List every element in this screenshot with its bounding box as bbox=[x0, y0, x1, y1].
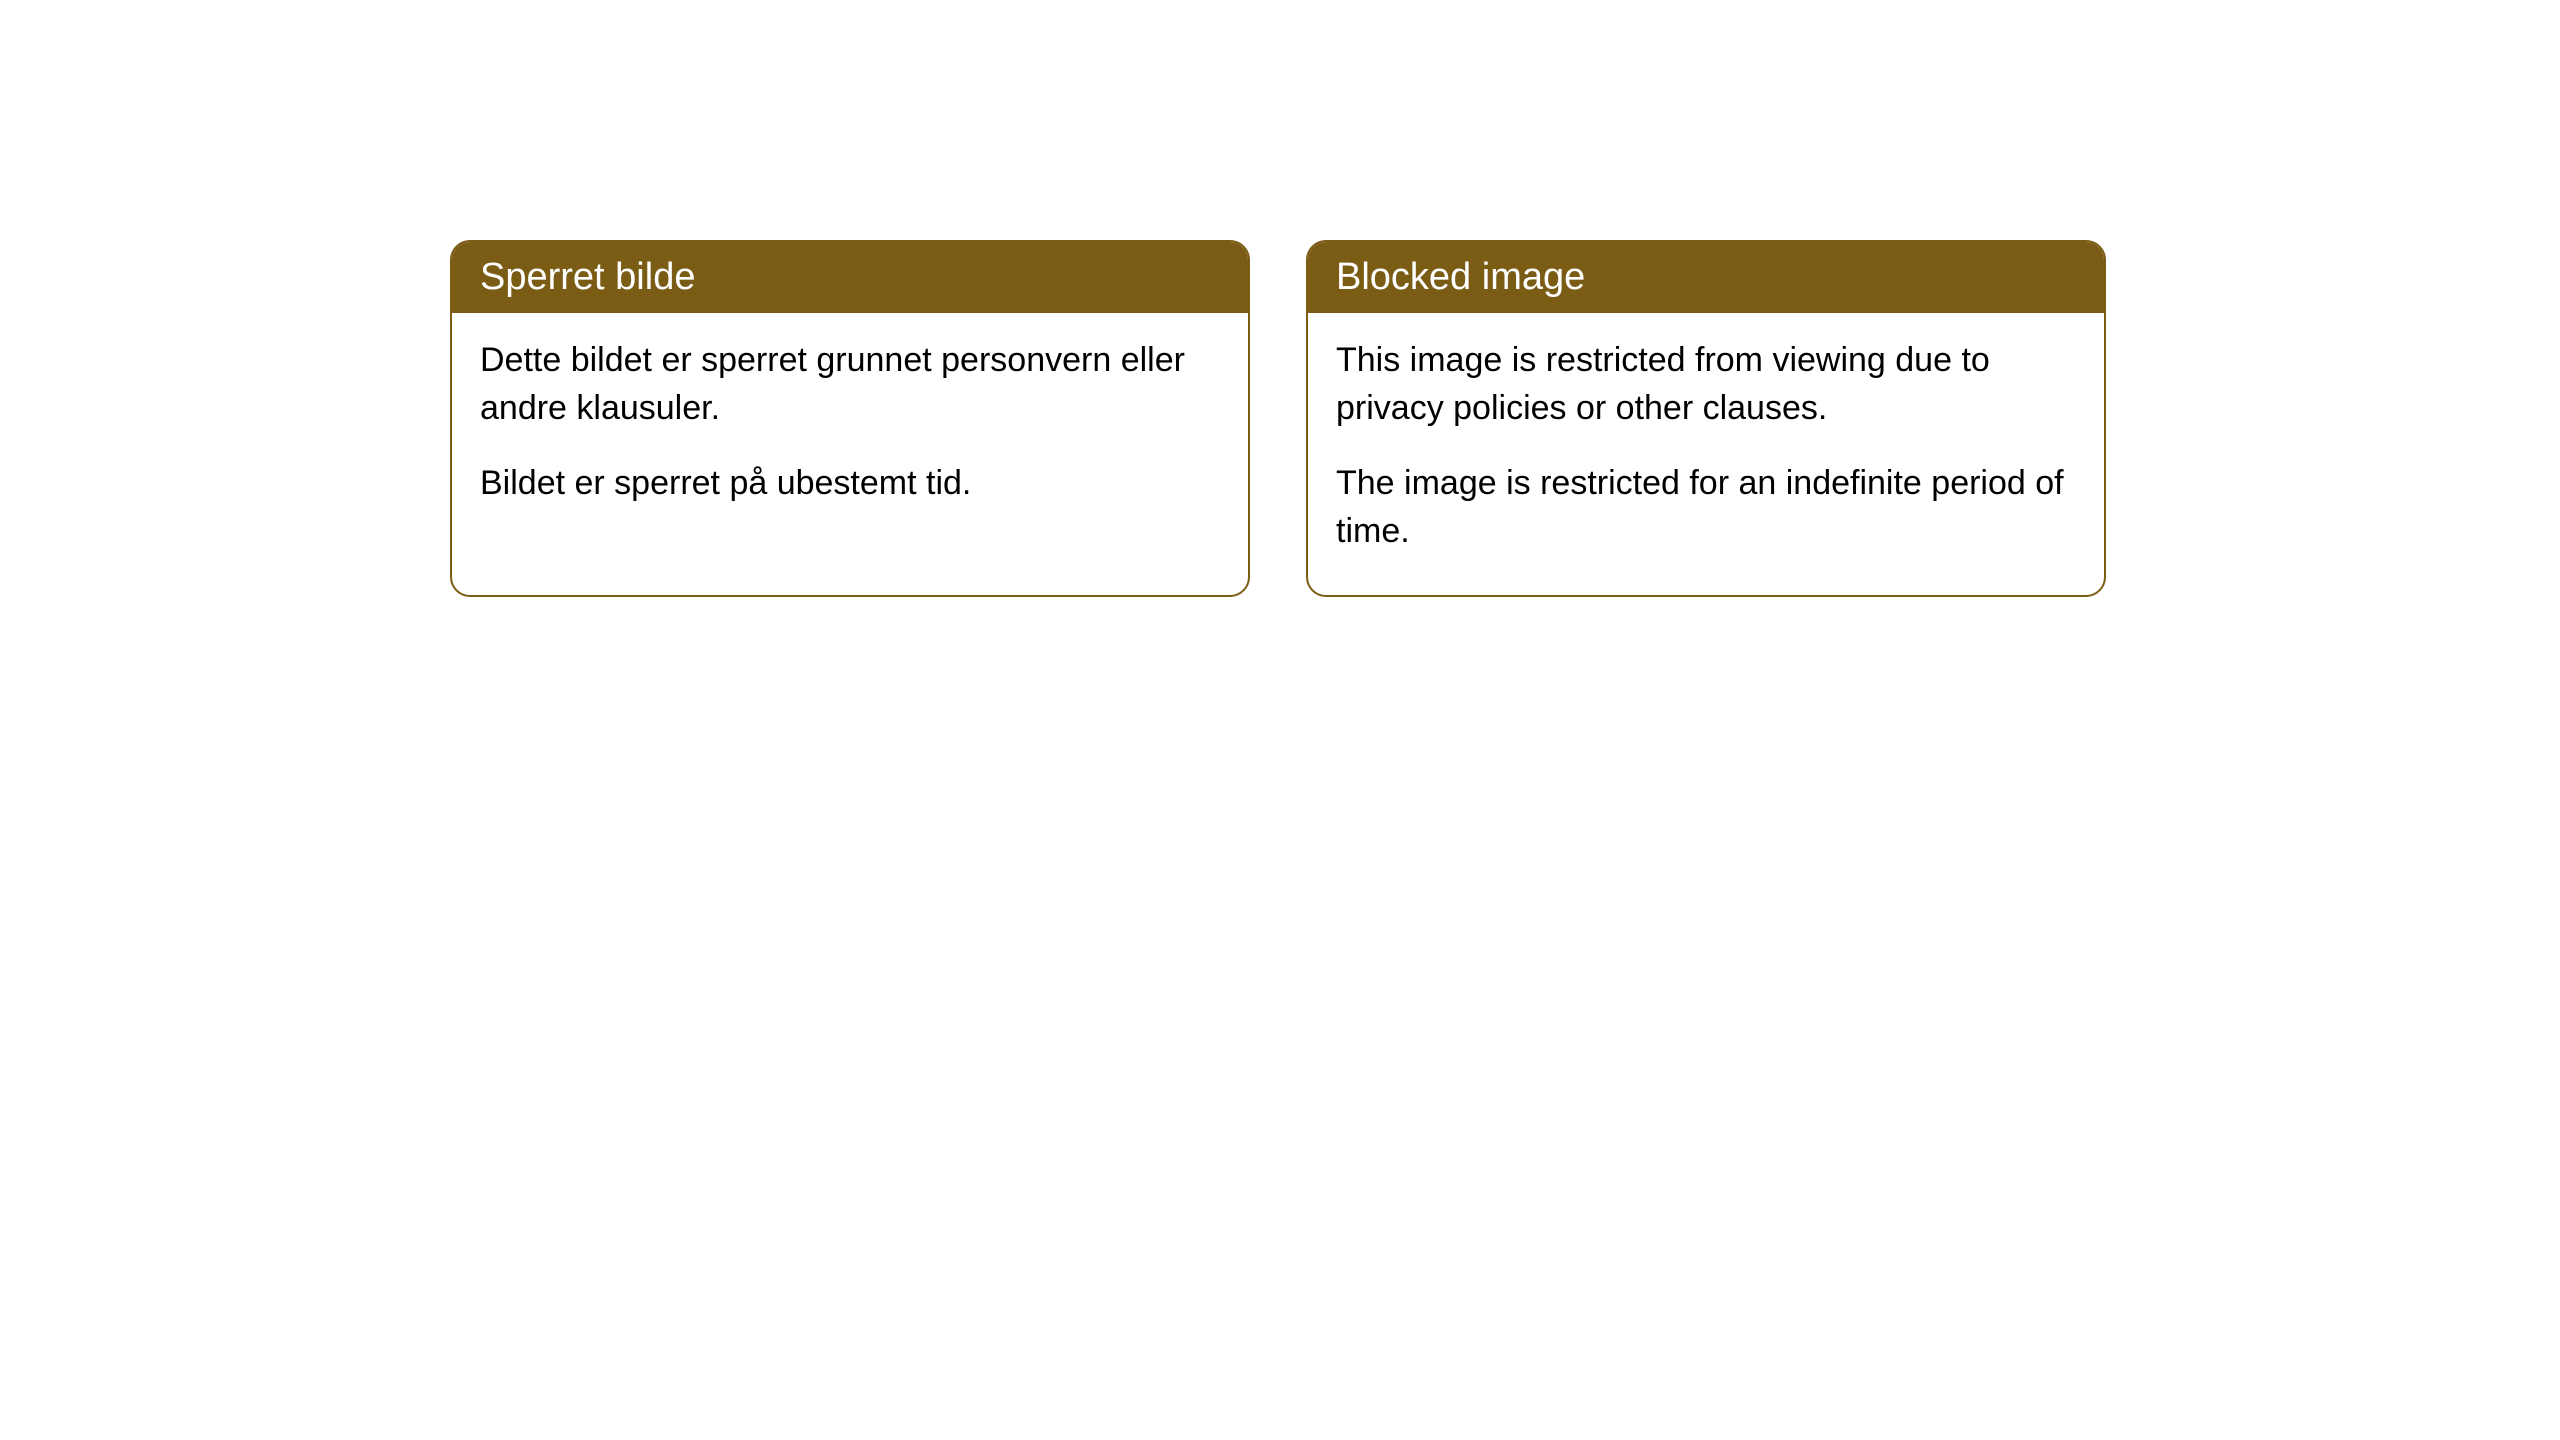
card-title: Blocked image bbox=[1336, 256, 1585, 298]
card-title: Sperret bilde bbox=[480, 256, 695, 298]
card-paragraph-1: Dette bildet er sperret grunnet personve… bbox=[480, 337, 1220, 432]
card-body-english: This image is restricted from viewing du… bbox=[1308, 313, 2104, 595]
card-english: Blocked image This image is restricted f… bbox=[1306, 240, 2106, 597]
card-body-norwegian: Dette bildet er sperret grunnet personve… bbox=[452, 313, 1248, 548]
card-header-norwegian: Sperret bilde bbox=[452, 242, 1248, 313]
card-norwegian: Sperret bilde Dette bildet er sperret gr… bbox=[450, 240, 1250, 597]
card-paragraph-1: This image is restricted from viewing du… bbox=[1336, 337, 2076, 432]
card-header-english: Blocked image bbox=[1308, 242, 2104, 313]
card-paragraph-2: The image is restricted for an indefinit… bbox=[1336, 460, 2076, 555]
card-paragraph-2: Bildet er sperret på ubestemt tid. bbox=[480, 460, 1220, 508]
cards-container: Sperret bilde Dette bildet er sperret gr… bbox=[450, 240, 2560, 597]
